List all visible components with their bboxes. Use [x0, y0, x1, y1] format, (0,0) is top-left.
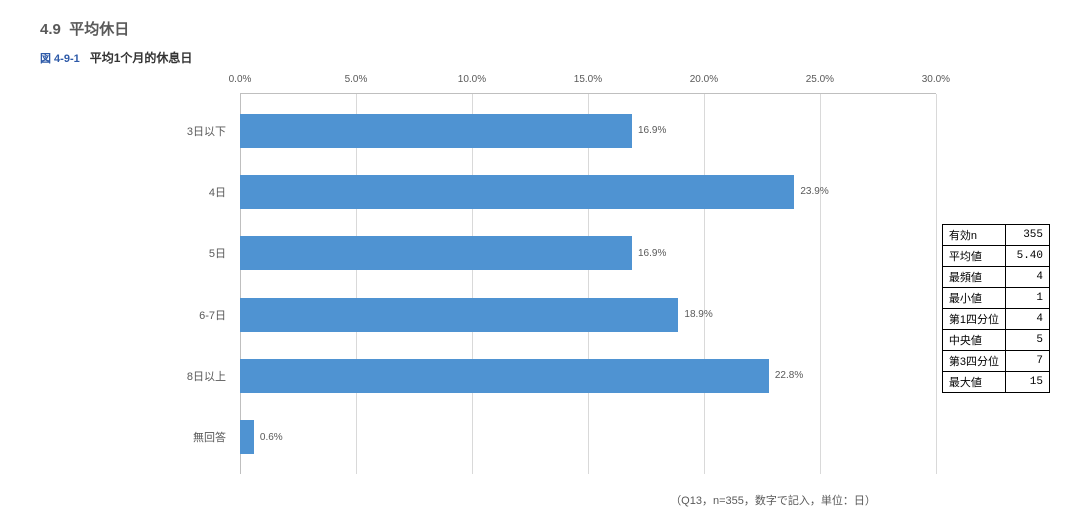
- stats-value: 355: [1006, 225, 1050, 246]
- stats-row: 第3四分位7: [942, 351, 1049, 372]
- stats-row: 最頻値4: [942, 267, 1049, 288]
- stats-label: 平均値: [942, 246, 1005, 267]
- bar-row: 18.9%: [240, 298, 936, 332]
- stats-label: 最頻値: [942, 267, 1005, 288]
- figure-title: 平均1个月的休息日: [90, 49, 193, 66]
- stats-value: 7: [1006, 351, 1050, 372]
- y-category-label: 4日: [40, 175, 240, 209]
- y-category-label: 無回答: [40, 420, 240, 454]
- x-tick: 10.0%: [458, 74, 486, 85]
- figure-header: 図 4-9-1 平均1个月的休息日: [40, 49, 1050, 66]
- y-category-label: 3日以下: [40, 114, 240, 148]
- stats-row: 平均値5.40: [942, 246, 1049, 267]
- gridline: [936, 94, 937, 474]
- x-axis-row: 0.0%5.0%10.0%15.0%20.0%25.0%30.0%: [40, 74, 936, 94]
- bar: [240, 236, 632, 270]
- section-title: 4.9 平均休日: [40, 18, 1050, 39]
- stats-label: 中央値: [942, 330, 1005, 351]
- stats-row: 最大値15: [942, 372, 1049, 393]
- x-tick: 0.0%: [229, 74, 252, 85]
- stats-value: 5: [1006, 330, 1050, 351]
- stats-value: 5.40: [1006, 246, 1050, 267]
- stats-row: 最小値1: [942, 288, 1049, 309]
- stats-label: 最小値: [942, 288, 1005, 309]
- bar-value-label: 23.9%: [800, 186, 828, 197]
- chart: 0.0%5.0%10.0%15.0%20.0%25.0%30.0% 3日以下4日…: [40, 74, 936, 508]
- bar-row: 22.8%: [240, 359, 936, 393]
- bar-row: 0.6%: [240, 420, 936, 454]
- figure-number: 図 4-9-1: [40, 50, 80, 66]
- section-number: 4.9: [40, 21, 61, 38]
- bar: [240, 298, 678, 332]
- bar-row: 23.9%: [240, 175, 936, 209]
- x-tick: 15.0%: [574, 74, 602, 85]
- y-axis-labels: 3日以下 4日 5日 6-7日 8日以上無回答: [40, 94, 240, 474]
- stats-label: 第3四分位: [942, 351, 1005, 372]
- bars-container: 16.9% 23.9% 16.9% 18.9% 22.8% 0.6%: [240, 94, 936, 474]
- x-tick: 5.0%: [345, 74, 368, 85]
- bar: [240, 175, 794, 209]
- stats-label: 第1四分位: [942, 309, 1005, 330]
- x-tick: 25.0%: [806, 74, 834, 85]
- stats-value: 1: [1006, 288, 1050, 309]
- stats-label: 最大値: [942, 372, 1005, 393]
- x-tick: 30.0%: [922, 74, 950, 85]
- section-title-text: 平均休日: [69, 21, 129, 38]
- bar-value-label: 22.8%: [775, 370, 803, 381]
- y-category-label: 5日: [40, 236, 240, 270]
- stats-value: 4: [1006, 267, 1050, 288]
- stats-row: 第1四分位4: [942, 309, 1049, 330]
- bar-row: 16.9%: [240, 114, 936, 148]
- bar: [240, 420, 254, 454]
- stats-value: 15: [1006, 372, 1050, 393]
- stats-label: 有効n: [942, 225, 1005, 246]
- stats-row: 中央値5: [942, 330, 1049, 351]
- bar-value-label: 0.6%: [260, 432, 283, 443]
- plot-area: 16.9% 23.9% 16.9% 18.9% 22.8% 0.6%: [240, 94, 936, 474]
- stats-value: 4: [1006, 309, 1050, 330]
- bar-value-label: 18.9%: [684, 309, 712, 320]
- y-category-label: 8日以上: [40, 359, 240, 393]
- x-axis-ticks: 0.0%5.0%10.0%15.0%20.0%25.0%30.0%: [240, 74, 936, 94]
- chart-and-stats-layout: 0.0% 5.0% 10.0% 15.0% 20.0% 25.0% 30.0% 3日以下 4日…: [40, 74, 1050, 508]
- bar-value-label: 16.9%: [638, 125, 666, 136]
- bar: [240, 359, 769, 393]
- bar-row: 16.9%: [240, 236, 936, 270]
- stats-row: 有効n355: [942, 225, 1049, 246]
- stats-table: 有効n355平均値5.40最頻値4最小値1第1四分位4中央値5第3四分位7最大値…: [942, 224, 1050, 393]
- footnote: （Q13，n=355，数字で記入，単位：日）: [40, 492, 936, 508]
- bar-value-label: 16.9%: [638, 248, 666, 259]
- x-tick: 20.0%: [690, 74, 718, 85]
- bar: [240, 114, 632, 148]
- y-category-label: 6-7日: [40, 298, 240, 332]
- plot-row: 3日以下 4日 5日 6-7日 8日以上無回答 16.9% 23.9% 16.9% 18.9%…: [40, 94, 936, 474]
